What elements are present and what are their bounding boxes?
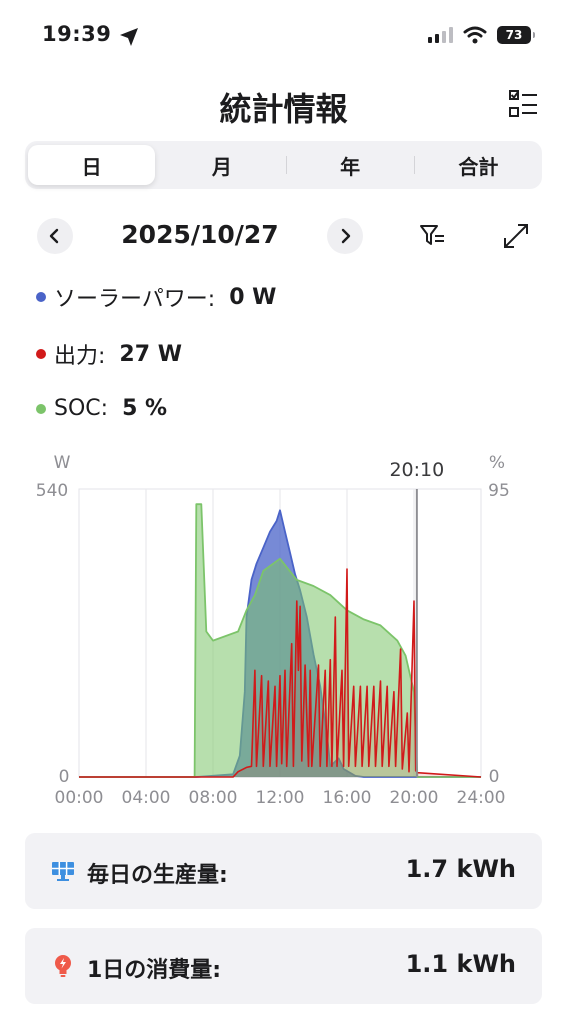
x-tick-label: 12:00: [256, 788, 305, 808]
output-label: 出力:: [54, 344, 106, 369]
x-tick-label: 16:00: [323, 788, 372, 808]
output-value: 27 W: [119, 341, 182, 367]
solar-panel-icon: [52, 862, 74, 881]
right-axis-min-label: 0: [489, 767, 500, 787]
tab-divider: [285, 156, 287, 174]
cursor-time-label: 20:10: [389, 459, 444, 481]
output-dot: [36, 349, 46, 359]
battery-icon: 73: [497, 26, 535, 44]
right-axis-max-label: 95: [488, 481, 510, 501]
next-day-button[interactable]: [327, 218, 363, 254]
period-tabs: 日 月 年 合計: [25, 141, 542, 189]
status-time: 19:39: [42, 22, 112, 46]
wifi-icon: [463, 26, 487, 44]
left-unit-label: W: [54, 453, 71, 473]
legend-output: 出力: 27 W: [36, 338, 182, 370]
x-axis-ticks: 00:00 04:00 08:00 12:00 16:00 20:00 24:00: [55, 788, 506, 808]
lightbulb-icon: [55, 955, 71, 977]
daily-consumption-value: 1.1 kWh: [405, 950, 516, 978]
output-series-line: [79, 568, 482, 778]
daily-consumption-card[interactable]: 1日の消費量: 1.1 kWh: [25, 928, 542, 1004]
header: 統計情報: [0, 76, 567, 136]
x-tick-label: 00:00: [55, 788, 104, 808]
tab-year[interactable]: 年: [340, 154, 361, 179]
tab-day[interactable]: 日: [28, 145, 156, 185]
soc-series-line: [79, 503, 481, 778]
legend-soc: SOC: 5 %: [36, 396, 167, 421]
x-tick-label: 04:00: [122, 788, 171, 808]
status-indicators: 73: [428, 26, 535, 44]
energy-chart[interactable]: W % 540 0 95 0 00:00 04:00 08:00 12:00 16:00…: [0, 440, 567, 820]
daily-production-label: 毎日の生産量:: [87, 863, 228, 888]
soc-label: SOC:: [54, 396, 109, 421]
previous-day-button[interactable]: [37, 218, 73, 254]
checklist-icon[interactable]: [507, 88, 539, 120]
legend-solar: ソーラーパワー: 0 W: [36, 281, 276, 313]
left-axis-min-label: 0: [59, 767, 70, 787]
status-bar: 19:39 73: [0, 0, 567, 76]
soc-dot: [36, 403, 46, 414]
x-tick-label: 20:00: [390, 788, 439, 808]
x-tick-label: 24:00: [457, 788, 506, 808]
soc-value: 5 %: [122, 396, 168, 421]
daily-production-card[interactable]: 毎日の生産量: 1.7 kWh: [25, 833, 542, 909]
output-series-area: [79, 569, 481, 777]
solar-dot: [36, 292, 46, 302]
chevron-left-icon: [49, 228, 59, 244]
filter-icon[interactable]: [418, 222, 446, 250]
solar-value: 0 W: [229, 284, 277, 310]
location-arrow-icon: [120, 28, 138, 46]
right-unit-label: %: [489, 453, 505, 473]
tab-divider: [413, 156, 415, 174]
cellular-signal-icon: [428, 27, 453, 43]
left-axis-max-label: 540: [36, 481, 68, 501]
chevron-right-icon: [341, 228, 351, 244]
date-navigation: 2025/10/27: [0, 212, 567, 260]
tab-month[interactable]: 月: [211, 154, 232, 179]
tab-total[interactable]: 合計: [458, 154, 499, 179]
x-tick-label: 08:00: [189, 788, 238, 808]
daily-production-value: 1.7 kWh: [405, 855, 516, 883]
solar-label: ソーラーパワー:: [54, 287, 216, 312]
current-date[interactable]: 2025/10/27: [121, 220, 279, 249]
expand-icon[interactable]: [502, 222, 530, 250]
daily-consumption-label: 1日の消費量:: [87, 958, 222, 983]
page-title: 統計情報: [219, 90, 348, 128]
chart-series: [79, 503, 482, 778]
